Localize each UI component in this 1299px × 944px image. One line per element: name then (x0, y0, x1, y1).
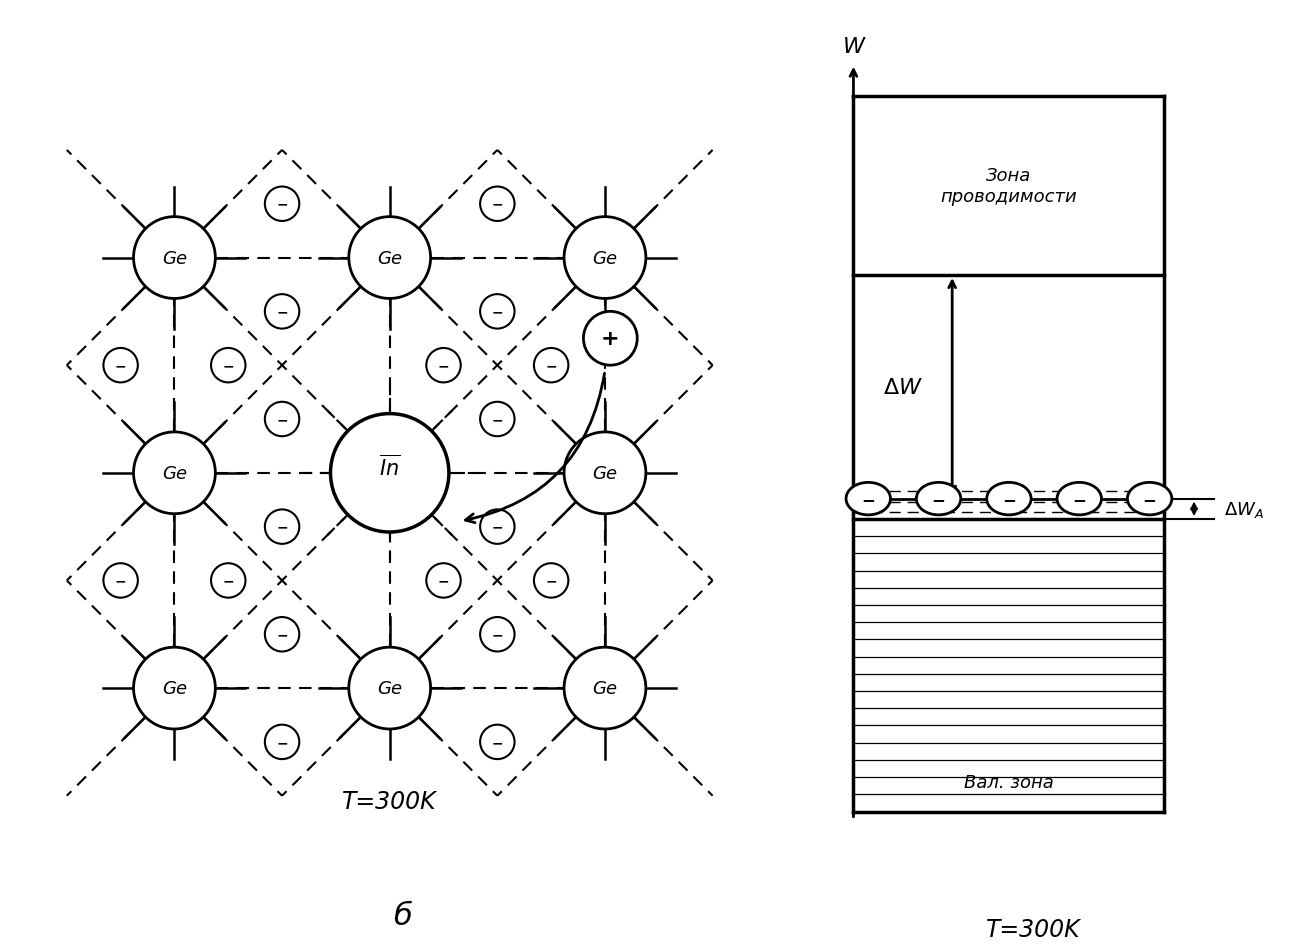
Text: $\overline{In}$: $\overline{In}$ (379, 454, 400, 480)
Ellipse shape (846, 483, 890, 515)
Text: −: − (491, 520, 503, 534)
Text: Ge: Ge (592, 464, 617, 482)
Text: −: − (277, 520, 288, 534)
Text: W: W (843, 37, 864, 57)
Text: −: − (277, 413, 288, 427)
Text: Ge: Ge (592, 680, 617, 698)
Circle shape (534, 564, 569, 598)
Circle shape (481, 187, 514, 222)
Text: T=300K: T=300K (986, 918, 1081, 941)
Text: −: − (861, 490, 876, 508)
Text: −: − (438, 574, 449, 588)
Circle shape (349, 648, 430, 729)
Text: −: − (1143, 490, 1156, 508)
Circle shape (481, 617, 514, 651)
Circle shape (481, 725, 514, 759)
Circle shape (426, 564, 461, 598)
Circle shape (564, 432, 646, 514)
Text: −: − (491, 735, 503, 750)
Text: −: − (546, 574, 557, 588)
Text: −: − (491, 305, 503, 319)
Circle shape (134, 432, 216, 514)
Circle shape (210, 348, 246, 383)
Text: Зона
проводимости: Зона проводимости (940, 167, 1077, 206)
Text: −: − (1002, 490, 1016, 508)
Text: Ge: Ge (162, 249, 187, 267)
Text: −: − (931, 490, 946, 508)
Ellipse shape (916, 483, 961, 515)
Ellipse shape (987, 483, 1031, 515)
Text: −: − (222, 574, 234, 588)
Circle shape (104, 348, 138, 383)
Circle shape (564, 648, 646, 729)
Text: −: − (114, 359, 126, 373)
Text: −: − (222, 359, 234, 373)
Text: −: − (491, 197, 503, 211)
Text: −: − (277, 305, 288, 319)
Circle shape (330, 414, 449, 532)
Circle shape (564, 217, 646, 299)
Circle shape (583, 312, 638, 365)
Text: $\Delta W_A$: $\Delta W_A$ (1224, 499, 1264, 519)
Text: Вал. зона: Вал. зона (964, 773, 1053, 791)
Circle shape (481, 402, 514, 437)
Text: −: − (1073, 490, 1086, 508)
Circle shape (210, 564, 246, 598)
Circle shape (134, 648, 216, 729)
Text: −: − (277, 735, 288, 750)
Circle shape (426, 348, 461, 383)
FancyArrowPatch shape (465, 374, 604, 523)
Text: −: − (114, 574, 126, 588)
Circle shape (481, 510, 514, 545)
Circle shape (265, 402, 299, 437)
Text: Ge: Ge (162, 680, 187, 698)
Text: +: + (601, 329, 620, 349)
Ellipse shape (1128, 483, 1172, 515)
Text: Ge: Ge (377, 249, 403, 267)
Circle shape (349, 217, 430, 299)
Circle shape (265, 295, 299, 329)
Circle shape (481, 295, 514, 329)
Text: T=300K: T=300K (343, 789, 436, 813)
Circle shape (534, 348, 569, 383)
Ellipse shape (1057, 483, 1102, 515)
Text: $\Delta W$: $\Delta W$ (883, 378, 922, 397)
Text: −: − (277, 628, 288, 642)
Circle shape (134, 217, 216, 299)
Text: −: − (438, 359, 449, 373)
Circle shape (265, 617, 299, 651)
Text: −: − (491, 628, 503, 642)
Circle shape (265, 187, 299, 222)
Circle shape (265, 725, 299, 759)
Circle shape (265, 510, 299, 545)
Text: Ge: Ge (592, 249, 617, 267)
Circle shape (104, 564, 138, 598)
Text: −: − (277, 197, 288, 211)
Text: −: − (546, 359, 557, 373)
Text: Ge: Ge (162, 464, 187, 482)
Text: −: − (491, 413, 503, 427)
Text: Ge: Ge (377, 680, 403, 698)
Text: б: б (394, 901, 412, 930)
